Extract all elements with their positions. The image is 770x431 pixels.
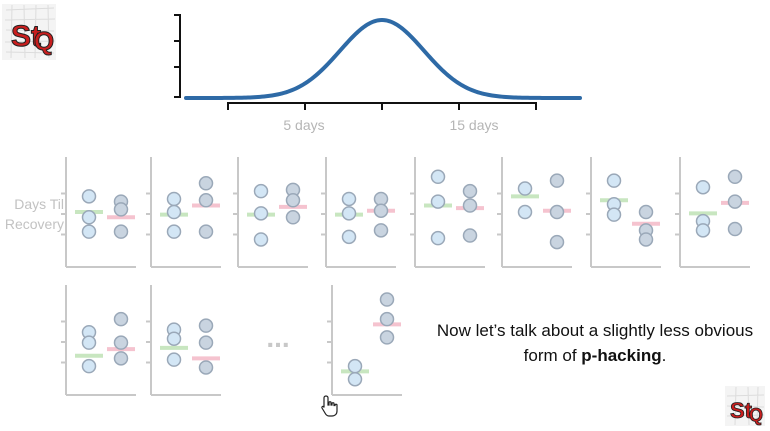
group-a-point	[430, 230, 446, 246]
group-b-point	[198, 176, 214, 191]
group-a-point	[81, 189, 97, 204]
group-b-point	[285, 193, 301, 208]
ellipsis: ...	[266, 322, 289, 353]
svg-text:St: St	[11, 20, 41, 53]
group-a-point	[517, 181, 533, 196]
hand-cursor-icon	[321, 395, 338, 417]
y-axis	[174, 14, 181, 98]
sample-panel	[410, 157, 485, 268]
group-a-point	[517, 204, 533, 220]
sample-panel	[497, 157, 572, 268]
group-b-point	[379, 292, 395, 307]
sample-panel	[146, 285, 221, 396]
group-a-point	[81, 358, 97, 374]
group-b-point	[379, 311, 395, 327]
group-a-point	[166, 224, 182, 239]
group-a-point	[430, 169, 446, 185]
group-a-point	[166, 331, 182, 346]
group-b-point	[198, 224, 214, 239]
group-a-point	[430, 194, 446, 209]
group-a-point	[166, 352, 182, 367]
caption-bold-term: p-hacking	[581, 346, 662, 365]
group-a-point	[253, 232, 269, 247]
group-a-point	[341, 206, 357, 221]
group-a-point	[341, 229, 357, 245]
group-b-point	[113, 202, 129, 217]
svg-text:St: St	[730, 398, 753, 423]
group-b-point	[462, 198, 478, 213]
group-a-point	[606, 207, 622, 222]
group-b-point	[727, 221, 743, 237]
group-b-point	[198, 318, 214, 333]
group-b-point	[462, 228, 478, 243]
group-b-point	[462, 183, 478, 199]
group-a-point	[253, 206, 269, 221]
svg-text:Q: Q	[749, 405, 763, 425]
sample-panel	[321, 157, 396, 268]
group-a-point	[253, 183, 269, 199]
caption: Now let’s talk about a slightly less obv…	[420, 318, 770, 368]
group-a-point	[695, 223, 711, 238]
x-tick-label-5-days: 5 days	[283, 117, 324, 133]
group-a-point	[695, 179, 711, 195]
y-axis-label: Days Til Recovery	[4, 196, 64, 232]
group-b-point	[113, 311, 129, 327]
x-axis: 5 days 15 days	[227, 102, 537, 133]
group-b-point	[638, 204, 654, 220]
group-b-point	[549, 173, 565, 188]
group-a-point	[81, 224, 97, 239]
group-b-point	[638, 232, 654, 247]
statquest-logo-small-icon: St Q	[725, 386, 765, 426]
group-b-point	[373, 203, 389, 218]
group-a-point	[606, 173, 622, 188]
caption-end: .	[661, 346, 667, 365]
group-b-point	[285, 210, 301, 225]
sample-panel	[586, 157, 661, 268]
group-a-point	[166, 204, 182, 220]
svg-text:Q: Q	[34, 26, 54, 56]
group-b-point	[113, 351, 129, 366]
sample-panel	[327, 285, 402, 396]
caption-text: Now let’s talk about a slightly less obv…	[436, 321, 754, 365]
group-a-point	[341, 191, 357, 207]
sample-panel	[146, 157, 221, 268]
group-b-point	[198, 193, 214, 208]
statquest-logo-icon: St Q	[2, 4, 56, 60]
group-b-point	[198, 360, 214, 375]
group-a-point	[347, 371, 363, 387]
group-a-point	[166, 191, 182, 207]
group-b-point	[198, 335, 214, 350]
group-b-point	[379, 330, 395, 345]
sample-panel	[233, 157, 308, 268]
group-b-point	[549, 204, 565, 220]
sample-panels	[61, 157, 750, 396]
distribution-plot: 5 days 15 days	[174, 14, 582, 133]
normal-curve	[184, 17, 582, 100]
group-a-point	[81, 210, 97, 225]
group-a-point	[347, 358, 363, 374]
sample-panel	[61, 285, 136, 396]
group-b-point	[549, 234, 565, 250]
group-b-point	[373, 223, 389, 238]
group-a-point	[81, 335, 97, 350]
group-b-point	[727, 194, 743, 209]
group-b-point	[113, 224, 129, 239]
x-tick-label-15-days: 15 days	[449, 117, 498, 133]
group-b-point	[727, 169, 743, 185]
sample-panel	[675, 157, 750, 268]
group-b-point	[113, 335, 129, 350]
sample-panel	[61, 157, 136, 268]
